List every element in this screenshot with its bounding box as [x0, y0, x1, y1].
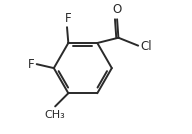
Text: O: O [113, 3, 122, 16]
Text: F: F [27, 58, 34, 71]
Text: F: F [65, 12, 72, 25]
Text: CH₃: CH₃ [45, 110, 65, 120]
Text: Cl: Cl [141, 40, 152, 53]
